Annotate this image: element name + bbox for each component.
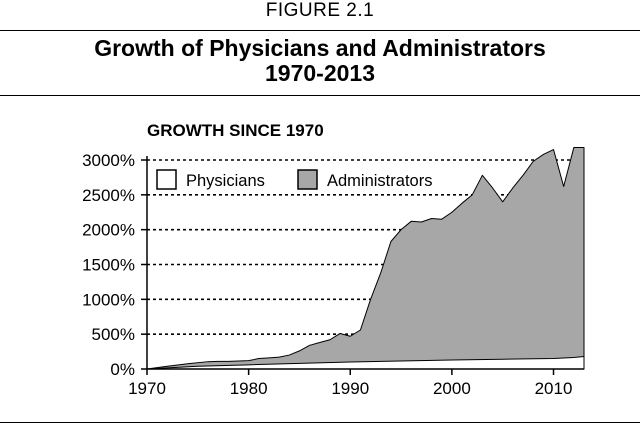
- legend-label-physicians: Physicians: [186, 172, 265, 190]
- figure-label: FIGURE 2.1: [265, 0, 375, 21]
- y-tick-label-1500: 1500%: [82, 256, 135, 275]
- x-tick-label-1970: 1970: [128, 379, 166, 398]
- area-administrators: [146, 146, 585, 370]
- y-tick-label-0: 0%: [110, 360, 135, 379]
- legend-swatch-administrators: [297, 169, 318, 190]
- x-tick-label-1990: 1990: [331, 379, 369, 398]
- y-tick-label-3000: 3000%: [82, 151, 135, 170]
- x-tick-label-2000: 2000: [433, 379, 471, 398]
- chart-title: Growth of Physicians and Administrators …: [0, 36, 640, 86]
- y-tick-label-2500: 2500%: [82, 186, 135, 205]
- x-tick-label-2010: 2010: [535, 379, 573, 398]
- legend-label-administrators: Administrators: [327, 172, 432, 190]
- chart-title-line-1: Growth of Physicians and Administrators: [94, 35, 546, 61]
- bottom-rule: [0, 422, 640, 423]
- tick-labels: 1970 1980 1990 2000 2010 0% 500% 1000% 1500% 2000…: [82, 151, 572, 398]
- axes: [141, 156, 584, 375]
- y-tick-label-1000: 1000%: [82, 290, 135, 309]
- chart-subtitle: GROWTH SINCE 1970: [147, 121, 324, 140]
- title-bottom-rule: [0, 95, 640, 96]
- x-tick-label-1980: 1980: [230, 379, 268, 398]
- top-rule: [0, 30, 640, 31]
- y-tick-label-500: 500%: [92, 325, 135, 344]
- plot-areas: [146, 146, 585, 370]
- y-tick-label-2000: 2000%: [82, 221, 135, 240]
- legend: Physicians Administrators: [156, 169, 432, 190]
- legend-swatch-physicians: [156, 169, 177, 190]
- area-physicians: [146, 355, 585, 370]
- chart-title-line-2: 1970-2013: [265, 60, 375, 86]
